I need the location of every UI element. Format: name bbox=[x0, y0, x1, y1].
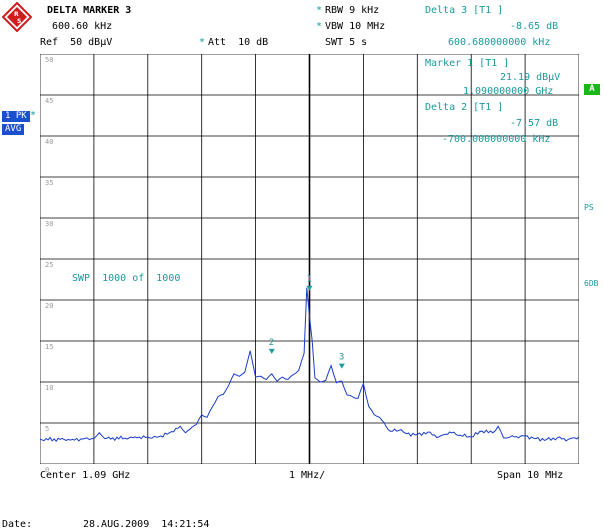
delta3-title: Delta 3 [T1 ] bbox=[425, 5, 504, 16]
marker1-title: Marker 1 [T1 ] bbox=[425, 58, 510, 69]
marker-3-icon bbox=[338, 363, 345, 369]
attenuation: Att 10 dB bbox=[208, 37, 269, 48]
y-tick-label: 35 bbox=[45, 179, 54, 187]
spectrum-display: 1 2 3 bbox=[40, 54, 579, 464]
marker-2-label: 2 bbox=[269, 338, 274, 348]
marker1-freq: 1.090000000 GHz bbox=[463, 86, 554, 97]
center-frequency: Center 1.09 GHz bbox=[40, 470, 131, 481]
marker-2-icon bbox=[268, 348, 275, 354]
y-tick-label: 15 bbox=[45, 343, 54, 351]
svg-text:R: R bbox=[14, 11, 19, 18]
marker-3-label: 3 bbox=[339, 353, 344, 363]
y-tick-label: 0 bbox=[45, 466, 50, 474]
marker1-value: 21.19 dBµV bbox=[500, 72, 561, 83]
y-tick-label: 40 bbox=[45, 138, 54, 146]
y-tick-label: 50 bbox=[45, 56, 54, 64]
marker-1-label: 1 bbox=[307, 275, 312, 285]
delta3-freq: 600.680000000 kHz bbox=[448, 37, 551, 48]
frequency-per-division: 1 MHz/ bbox=[289, 470, 326, 481]
y-tick-label: 5 bbox=[45, 425, 50, 433]
6db-tag: 6DB bbox=[584, 279, 599, 288]
date-value: 28.AUG.2009 14:21:54 bbox=[83, 519, 210, 530]
vbw: VBW 10 MHz bbox=[325, 21, 386, 32]
y-tick-label: 20 bbox=[45, 302, 54, 310]
delta2-value: -7.57 dB bbox=[510, 118, 559, 129]
reference-level: Ref 50 dBµV bbox=[40, 37, 113, 48]
spectrum-trace bbox=[40, 287, 579, 442]
rbw: RBW 9 kHz bbox=[325, 5, 380, 16]
delta-marker-title: DELTA MARKER 3 bbox=[47, 5, 132, 16]
asterisk-icon: * bbox=[316, 5, 323, 16]
grid bbox=[40, 54, 579, 464]
y-tick-label: 45 bbox=[45, 97, 54, 105]
sweep-time: SWT 5 s bbox=[325, 37, 368, 48]
y-tick-label: 30 bbox=[45, 220, 54, 228]
marker-1-icon bbox=[306, 285, 313, 291]
trace-detector-badge: 1 PK bbox=[2, 111, 30, 122]
delta-marker-freq: 600.60 kHz bbox=[52, 21, 113, 32]
delta2-title: Delta 2 [T1 ] bbox=[425, 102, 504, 113]
asterisk-icon: * bbox=[30, 110, 37, 121]
rohde-schwarz-logo: R S bbox=[2, 2, 32, 32]
delta3-value: -8.65 dB bbox=[510, 21, 559, 32]
svg-text:S: S bbox=[17, 18, 21, 25]
y-tick-label: 10 bbox=[45, 384, 54, 392]
ps-tag: PS bbox=[584, 203, 594, 212]
trace-mode-badge: AVG bbox=[2, 124, 25, 135]
y-tick-label: 25 bbox=[45, 261, 54, 269]
sweep-count: SWP 1000 of 1000 bbox=[72, 273, 181, 284]
delta2-freq: -700.000000000 kHz bbox=[442, 134, 551, 145]
asterisk-icon: * bbox=[199, 37, 206, 48]
trace-a-tag: A bbox=[584, 84, 600, 95]
date-label: Date: bbox=[2, 519, 33, 530]
asterisk-icon: * bbox=[316, 21, 323, 32]
span: Span 10 MHz bbox=[497, 470, 564, 481]
